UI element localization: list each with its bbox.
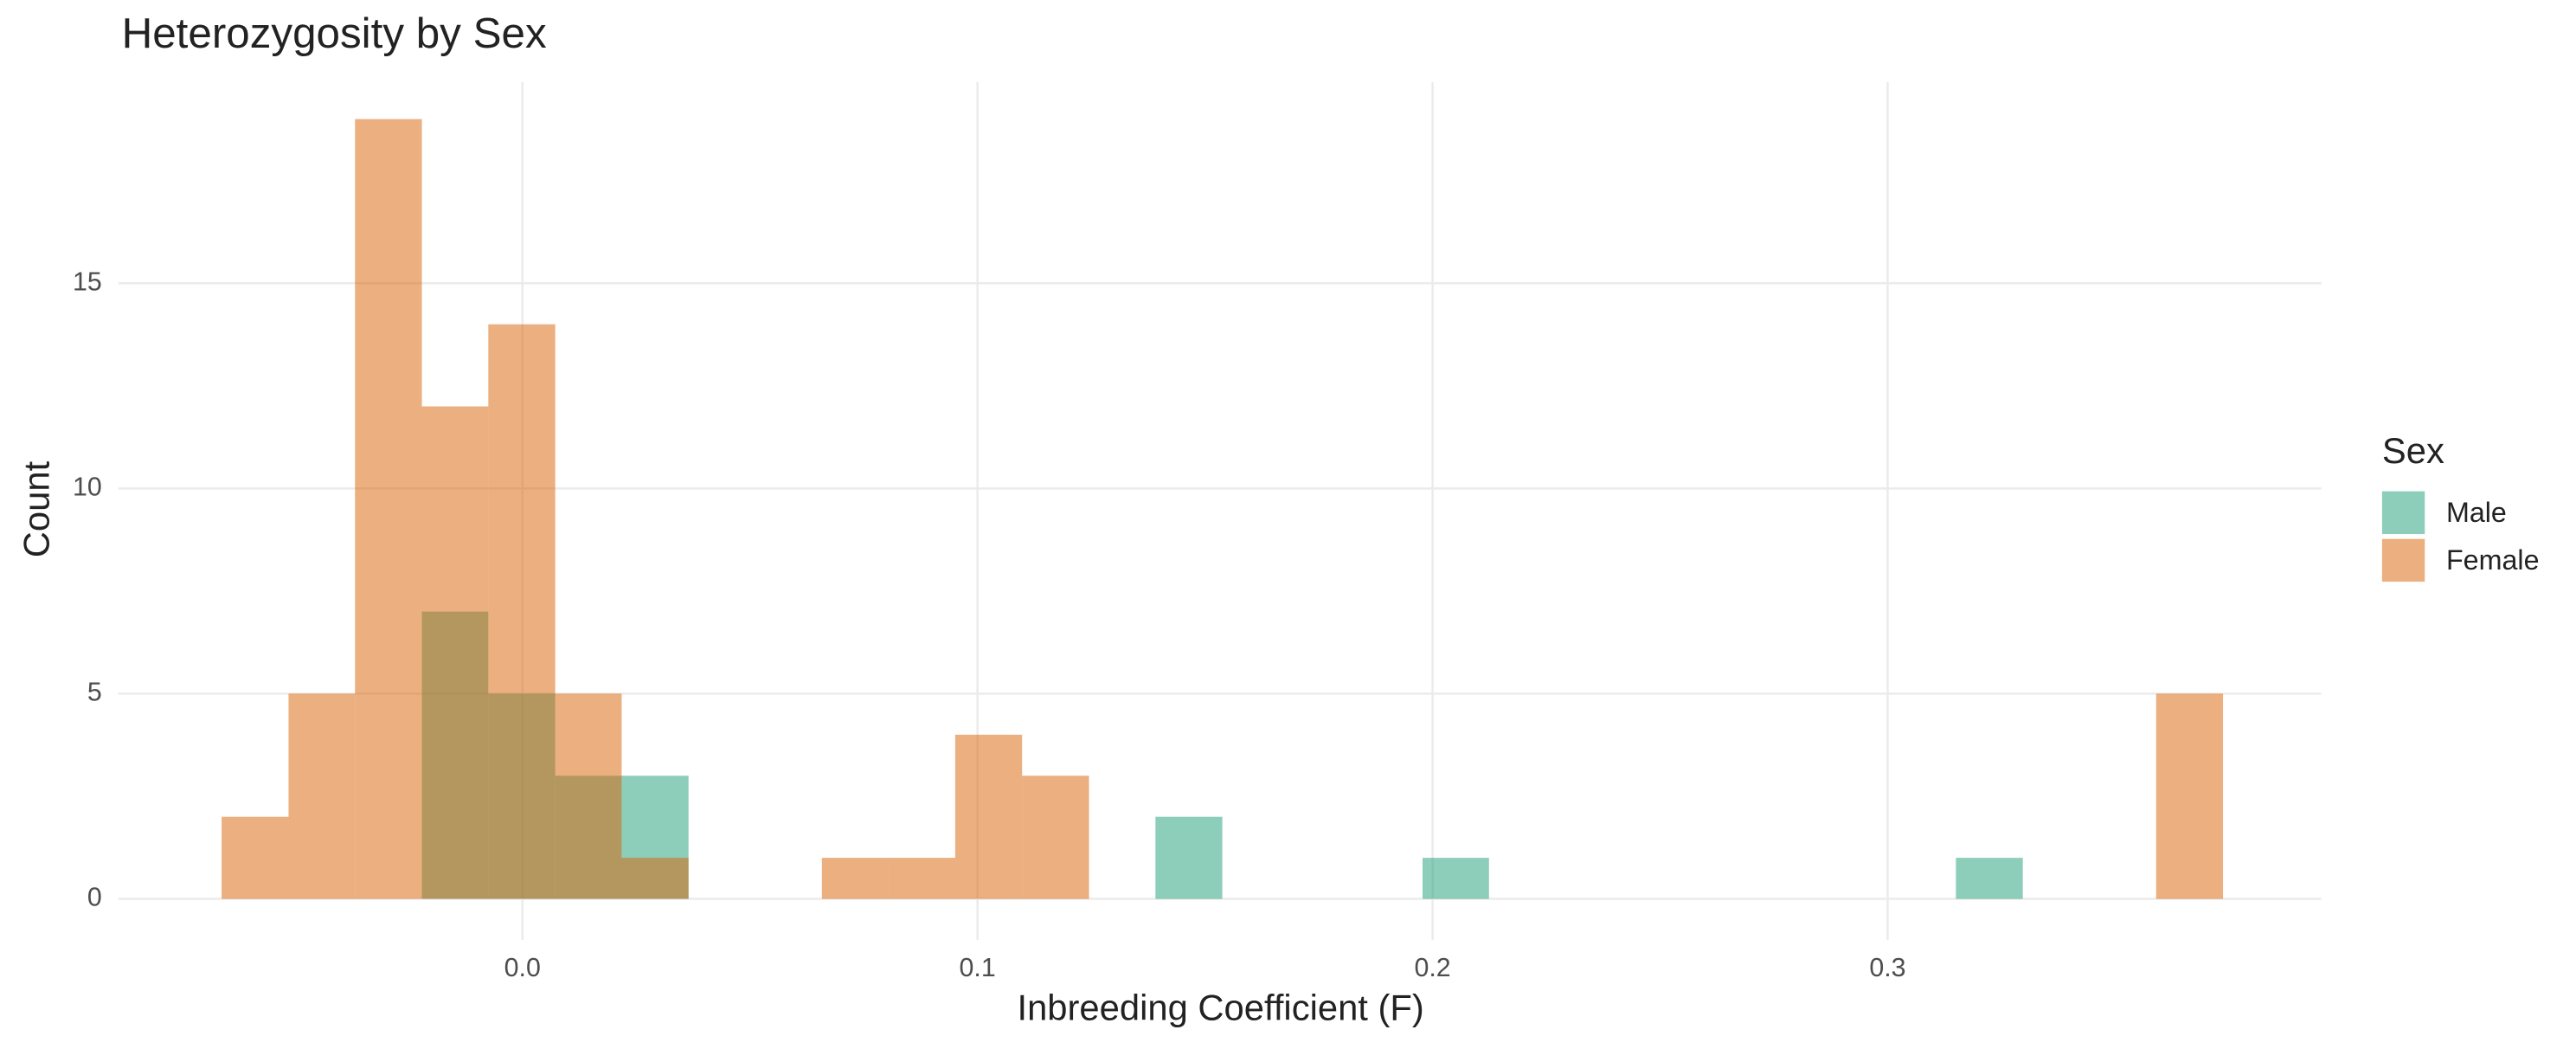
bar [288,693,356,899]
legend-label: Female [2446,544,2540,576]
legend-key [2381,538,2425,582]
legend-key [2381,491,2425,535]
bar [1022,775,1089,899]
bar [889,858,955,899]
y-tick-label: 0 [87,884,102,912]
y-tick-label: 10 [73,473,102,501]
bar [954,734,1023,899]
legend-title: Sex [2382,430,2444,471]
bar [821,858,890,899]
x-tick-label: 0.0 [504,954,541,982]
bar [1155,816,1223,899]
x-tick-label: 0.2 [1414,954,1450,982]
bar [1956,858,2023,899]
bar [1423,858,1489,899]
y-tick-label: 5 [87,678,102,706]
x-tick-label: 0.1 [960,954,996,982]
x-axis-title: Inbreeding Coefficient (F) [1017,988,1423,1028]
bar [222,816,289,899]
y-tick-label: 15 [73,267,102,296]
x-tick-label: 0.3 [1869,954,1905,982]
legend-label: Male [2446,497,2507,528]
chart-title: Heterozygosity by Sex [122,10,547,57]
bar [488,324,556,899]
bar [421,406,489,899]
y-axis-title: Count [16,460,57,557]
bar [555,693,622,899]
bar [355,119,422,899]
bar [621,858,689,899]
bar [2155,693,2224,899]
